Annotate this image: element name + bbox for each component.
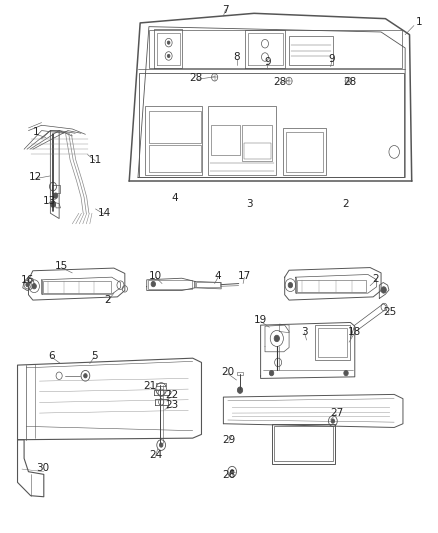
Circle shape: [32, 284, 36, 289]
Text: 4: 4: [215, 271, 222, 281]
Text: 9: 9: [265, 57, 272, 67]
Text: 5: 5: [91, 351, 98, 360]
Bar: [237, 372, 243, 375]
Bar: [315, 325, 350, 360]
Text: 2: 2: [372, 274, 379, 284]
Text: 28: 28: [190, 74, 203, 83]
Circle shape: [167, 41, 170, 44]
Circle shape: [381, 287, 386, 293]
Bar: [274, 426, 333, 461]
Circle shape: [237, 387, 243, 393]
Text: 18: 18: [348, 327, 361, 336]
Text: 19: 19: [254, 315, 267, 325]
Text: 9: 9: [328, 54, 336, 63]
Circle shape: [84, 374, 87, 378]
Text: 11: 11: [89, 155, 102, 165]
Bar: [272, 424, 335, 464]
Text: 25: 25: [383, 307, 396, 317]
Bar: [148, 280, 192, 289]
Text: 28: 28: [343, 77, 356, 87]
Bar: [43, 281, 111, 293]
Text: 3: 3: [301, 327, 308, 336]
Bar: [149, 111, 201, 143]
Circle shape: [159, 443, 163, 447]
Text: 22: 22: [166, 391, 179, 400]
Bar: [149, 30, 402, 68]
Text: 2: 2: [104, 295, 111, 305]
Text: 20: 20: [221, 367, 234, 377]
Circle shape: [53, 193, 58, 198]
Bar: [145, 106, 202, 175]
Bar: [139, 73, 404, 177]
Circle shape: [344, 370, 348, 376]
Bar: [196, 282, 220, 287]
Text: 1: 1: [32, 127, 39, 137]
Text: 15: 15: [55, 261, 68, 271]
Bar: [244, 143, 271, 159]
Text: 27: 27: [330, 408, 343, 417]
Circle shape: [26, 282, 29, 287]
Text: 13: 13: [42, 197, 56, 206]
Circle shape: [269, 370, 274, 376]
Bar: [242, 125, 272, 161]
Text: 30: 30: [36, 463, 49, 473]
Circle shape: [50, 201, 56, 207]
Text: 12: 12: [29, 172, 42, 182]
Circle shape: [230, 470, 234, 474]
Text: 28: 28: [274, 77, 287, 87]
Bar: [283, 128, 326, 175]
Text: 6: 6: [48, 351, 55, 360]
Text: 21: 21: [143, 381, 156, 391]
Bar: [297, 280, 366, 292]
Circle shape: [274, 335, 279, 342]
Text: 26: 26: [222, 471, 235, 480]
Text: 3: 3: [246, 199, 253, 209]
Text: 23: 23: [166, 400, 179, 410]
Text: 10: 10: [149, 271, 162, 281]
Circle shape: [151, 281, 155, 287]
Text: 8: 8: [233, 52, 240, 62]
Bar: [52, 185, 60, 193]
Circle shape: [331, 419, 335, 423]
Text: 2: 2: [343, 199, 350, 209]
Text: 14: 14: [98, 208, 111, 218]
Text: 29: 29: [222, 435, 235, 445]
Text: 4: 4: [172, 193, 179, 203]
Bar: [318, 328, 347, 357]
Circle shape: [167, 54, 170, 58]
Text: 24: 24: [149, 450, 162, 460]
Bar: [211, 125, 240, 155]
Bar: [149, 145, 201, 172]
Text: 16: 16: [21, 276, 34, 285]
Text: 1: 1: [416, 18, 423, 27]
Text: 7: 7: [222, 5, 229, 14]
Bar: [208, 106, 276, 175]
Bar: [289, 36, 333, 65]
Text: 17: 17: [238, 271, 251, 281]
Circle shape: [288, 282, 293, 288]
Bar: [286, 132, 323, 172]
